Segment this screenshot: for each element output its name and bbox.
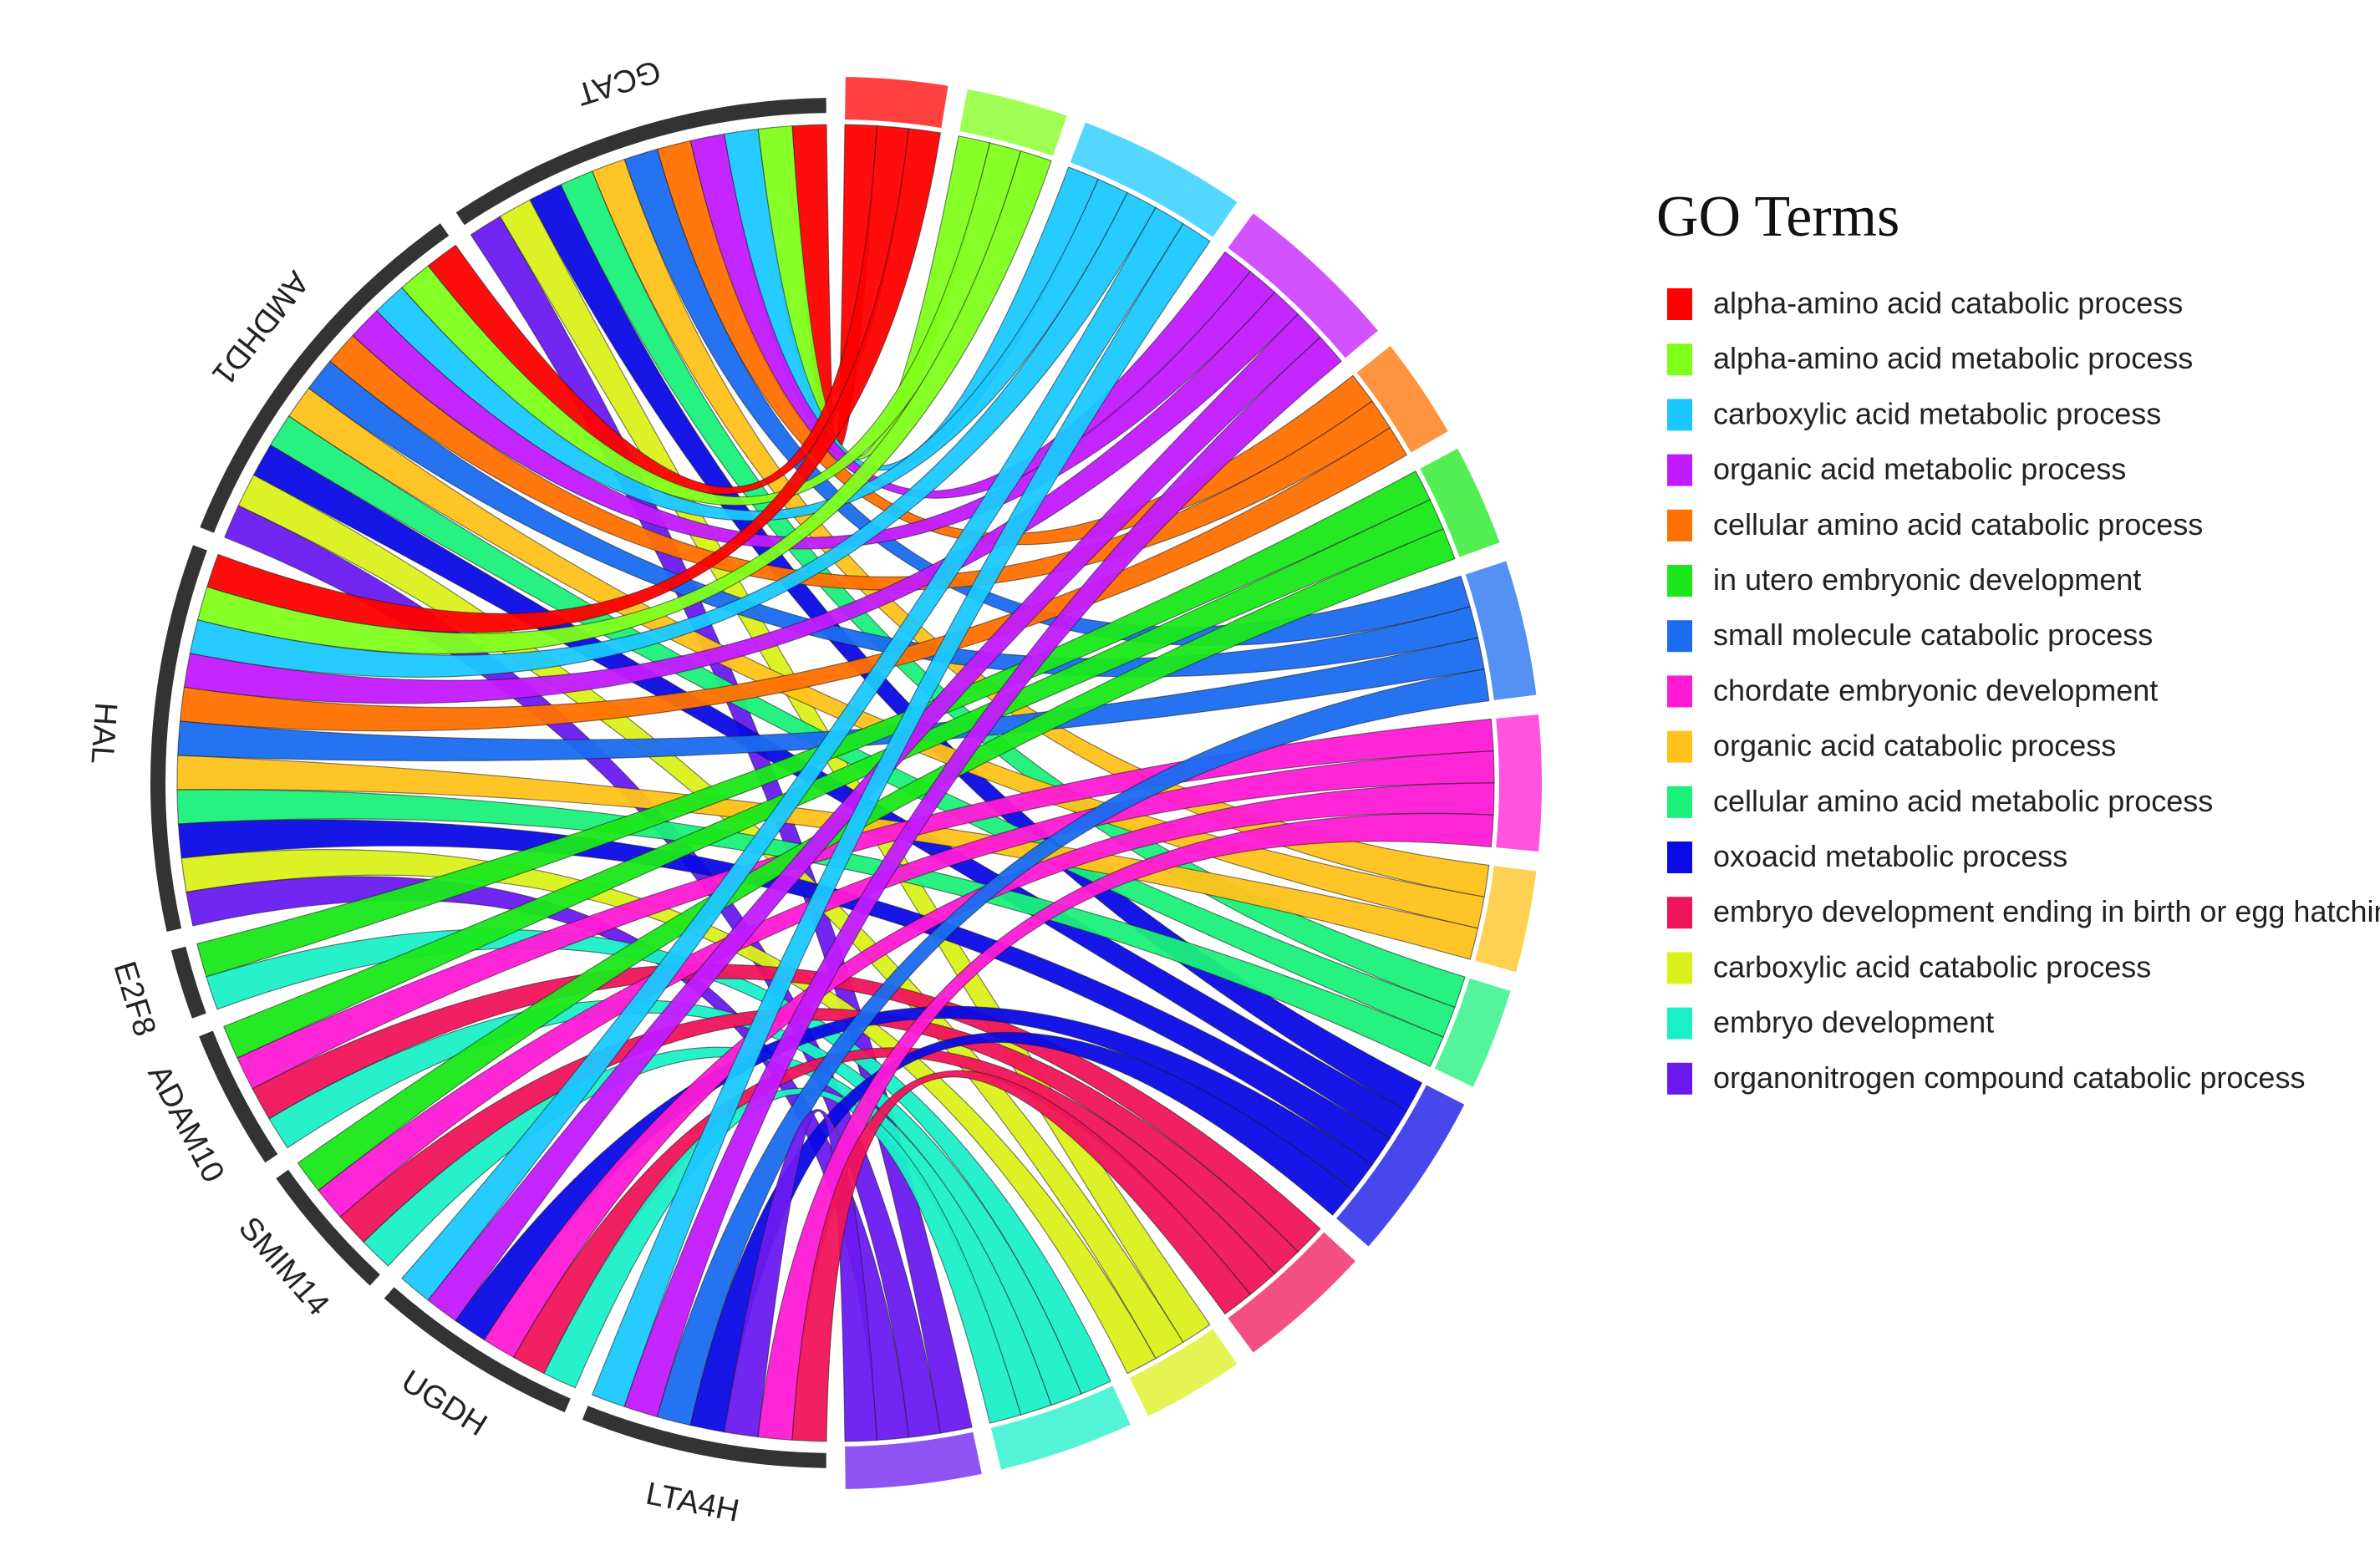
legend-swatch [1667,952,1692,984]
gene-arc-hal [150,545,207,932]
legend-swatch [1667,288,1692,320]
legend-item: oxoacid metabolic process [1667,839,2067,873]
gene-arc-lta4h [582,1406,826,1468]
gene-arc-gcat [455,98,826,226]
term-arc-small-molecule-catabolic-process [1465,561,1537,700]
legend-item: carboxylic acid metabolic process [1667,396,2161,431]
legend-swatch [1667,1062,1692,1095]
legend-label: small molecule catabolic process [1713,618,2153,652]
legend-swatch [1667,343,1692,376]
legend-label: chordate embryonic development [1713,673,2158,707]
legend-swatch [1667,565,1692,597]
legend-swatch [1667,1007,1692,1040]
term-arc-in-utero-embryonic-development [1420,448,1500,557]
legend-label: carboxylic acid metabolic process [1713,396,2161,430]
legend-title: GO Terms [1656,185,1899,249]
term-arc-organonitrogen-compound-catabolic-process [845,1431,982,1489]
term-arc-alpha-amino-acid-catabolic-process [845,77,948,129]
legend-item: organic acid catabolic process [1667,729,2116,763]
legend-label: alpha-amino acid catabolic process [1713,286,2183,320]
legend-label: organonitrogen compound catabolic proces… [1713,1060,2305,1095]
legend-label: alpha-amino acid metabolic process [1713,341,2193,375]
legend-label: cellular amino acid metabolic process [1713,784,2213,818]
term-arc-carboxylic-acid-metabolic-process [1070,122,1238,237]
legend-item: cellular amino acid metabolic process [1667,784,2213,818]
gene-arc-smim14 [276,1169,380,1286]
legend-item: alpha-amino acid metabolic process [1667,341,2193,376]
legend-item: embryo development ending in birth or eg… [1667,894,2380,929]
gene-arc-ugdh [384,1287,571,1413]
gene-label-hal: HAL [84,701,123,765]
gene-arc-e2f8 [170,946,206,1019]
legend-items: alpha-amino acid catabolic process alpha-… [1667,286,2380,1095]
ribbons-layer [176,124,1495,1442]
legend-item: organic acid metabolic process [1667,452,2126,486]
legend-item: small molecule catabolic process [1667,618,2153,653]
term-arc-embryo-development-ending-in-birth-or-egg-hatching [1228,1232,1355,1353]
legend-swatch [1667,730,1692,763]
legend-swatch [1667,897,1692,929]
term-arc-cellular-amino-acid-catabolic-process [1356,346,1448,453]
term-arcs-layer [845,77,1542,1489]
term-arc-alpha-amino-acid-metabolic-process [959,89,1067,156]
legend-swatch [1667,454,1692,486]
legend-swatch [1667,509,1692,542]
legend-swatch [1667,786,1692,818]
legend-swatch [1667,620,1692,653]
legend-label: cellular amino acid catabolic process [1713,507,2203,542]
term-arc-organic-acid-metabolic-process [1228,213,1378,358]
legend-label: oxoacid metabolic process [1713,839,2067,873]
legend-item: organonitrogen compound catabolic proces… [1667,1060,2305,1095]
term-arc-embryo-development [990,1386,1131,1470]
legend: GO Terms alpha-amino acid catabolic proc… [1656,185,2380,1095]
gene-arc-adam10 [199,1030,278,1163]
legend-label: in utero embryonic development [1713,562,2141,597]
legend-item: alpha-amino acid catabolic process [1667,286,2183,320]
legend-label: organic acid catabolic process [1713,729,2116,763]
legend-label: carboxylic acid catabolic process [1713,949,2151,984]
legend-swatch [1667,842,1692,873]
legend-item: embryo development [1667,1005,1994,1040]
term-arc-carboxylic-acid-catabolic-process [1129,1329,1238,1416]
legend-item: carboxylic acid catabolic process [1667,949,2151,984]
ribbon-e2f8-embryo-development [206,928,1111,1395]
legend-label: embryo development [1713,1005,1994,1040]
term-arc-oxoacid-metabolic-process [1336,1085,1465,1247]
legend-item: in utero embryonic development [1667,562,2141,597]
term-arc-cellular-amino-acid-metabolic-process [1434,978,1511,1087]
legend-item: chordate embryonic development [1667,673,2158,708]
legend-swatch [1667,399,1692,431]
gene-arcs-layer [150,98,826,1468]
term-arc-chordate-embryonic-development [1496,714,1542,852]
legend-label: embryo development ending in birth or eg… [1713,894,2380,928]
legend-swatch [1667,675,1692,708]
legend-item: cellular amino acid catabolic process [1667,507,2203,542]
legend-label: organic acid metabolic process [1713,452,2126,486]
gene-arc-amdhd1 [200,223,450,533]
term-arc-organic-acid-catabolic-process [1475,866,1537,973]
ribbon-lta4h-embryo-development-ending-in-birth-or-egg-hatching [791,1070,1252,1442]
